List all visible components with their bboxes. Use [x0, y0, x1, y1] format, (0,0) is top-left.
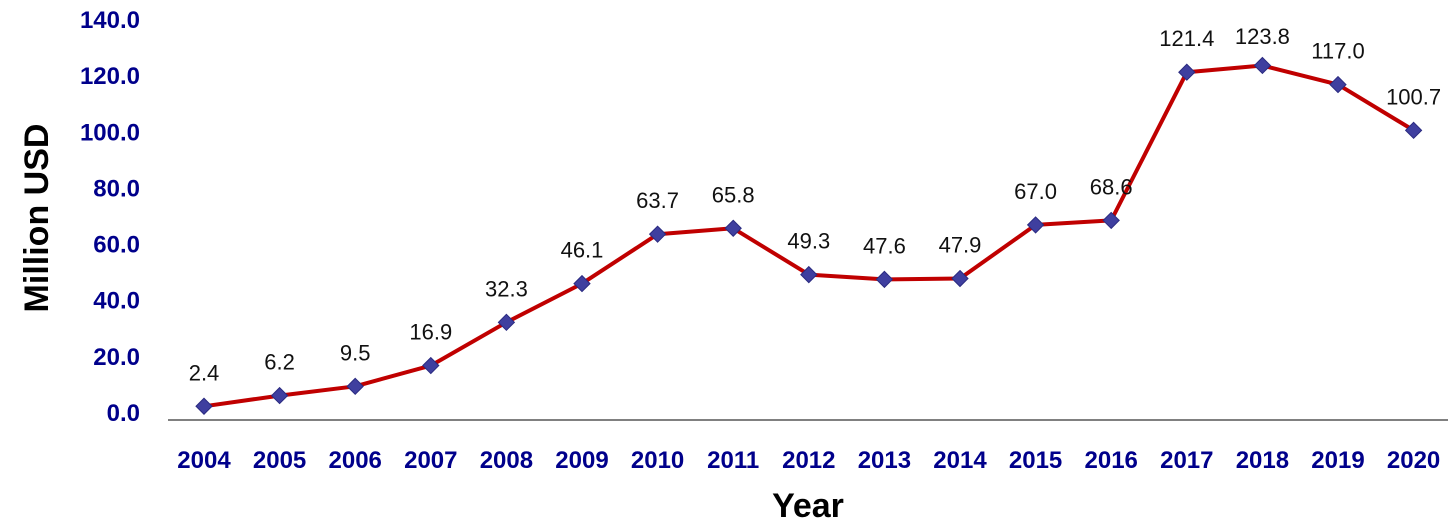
data-label: 32.3	[485, 276, 528, 301]
data-point-marker	[648, 225, 667, 243]
y-axis-title: Million USD	[18, 124, 56, 313]
data-label: 63.7	[636, 188, 679, 213]
data-label: 2.4	[189, 360, 220, 385]
y-tick-label: 100.0	[80, 119, 140, 146]
y-tick-label: 120.0	[80, 63, 140, 90]
data-label: 67.0	[1014, 179, 1057, 204]
series-group	[195, 56, 1423, 415]
data-point-marker	[1026, 216, 1045, 234]
data-label: 6.2	[264, 350, 295, 375]
x-axis-ticks: 2004 2005 2006 2007 2008 2009 2010 2011 2012 2013…	[177, 447, 1440, 474]
y-axis-ticks: 0.0 20.0 40.0 60.0 80.0 100.0 120.0 140.0	[80, 7, 140, 427]
data-point-marker	[1404, 121, 1423, 140]
x-tick-label: 2009	[555, 447, 608, 474]
data-point-marker	[1178, 63, 1196, 81]
x-tick-label: 2011	[707, 447, 759, 474]
data-label: 9.5	[340, 340, 371, 365]
data-label: 65.8	[712, 182, 755, 207]
y-tick-label: 40.0	[93, 288, 140, 315]
x-tick-label: 2019	[1311, 447, 1364, 474]
data-point-marker	[497, 313, 516, 332]
x-tick-label: 2020	[1387, 447, 1440, 474]
data-point-marker	[573, 274, 591, 293]
x-tick-label: 2008	[480, 447, 533, 474]
x-tick-label: 2018	[1236, 447, 1289, 474]
data-label: 100.7	[1386, 84, 1441, 109]
data-point-marker	[951, 269, 969, 288]
x-tick-label: 2012	[782, 447, 835, 474]
data-point-marker	[1253, 56, 1272, 75]
data-label: 68.6	[1090, 174, 1133, 199]
x-tick-label: 2013	[858, 447, 911, 474]
data-point-marker	[346, 377, 364, 396]
data-point-marker	[1329, 75, 1347, 94]
data-label: 123.8	[1235, 24, 1290, 49]
data-label: 121.4	[1159, 26, 1214, 51]
data-label: 49.3	[787, 229, 830, 254]
x-tick-label: 2014	[933, 447, 987, 474]
x-tick-label: 2005	[253, 447, 306, 474]
y-tick-label: 0.0	[107, 400, 140, 427]
data-point-marker	[724, 219, 742, 237]
data-label: 117.0	[1311, 39, 1364, 64]
data-point-marker	[800, 265, 818, 284]
x-tick-label: 2007	[404, 447, 457, 474]
data-point-marker	[270, 386, 289, 405]
data-label: 16.9	[409, 320, 452, 345]
x-tick-label: 2017	[1160, 447, 1213, 474]
y-tick-label: 80.0	[93, 175, 140, 202]
data-point-marker	[875, 270, 894, 289]
data-point-marker	[422, 356, 440, 375]
data-label: 47.9	[939, 233, 982, 258]
y-tick-label: 60.0	[93, 232, 140, 259]
x-tick-label: 2015	[1009, 447, 1062, 474]
y-tick-label: 20.0	[93, 344, 140, 371]
x-tick-label: 2010	[631, 447, 684, 474]
x-tick-label: 2016	[1085, 447, 1138, 474]
data-labels: 2.4 6.2 9.5 16.9 32.3 46.1 63.7 65.8 49.3 47.6 47.…	[189, 24, 1441, 385]
x-tick-label: 2004	[177, 447, 231, 474]
x-tick-label: 2006	[329, 447, 382, 474]
y-tick-label: 140.0	[80, 7, 140, 34]
data-point-marker	[195, 397, 213, 415]
x-axis-title: Year	[772, 487, 844, 525]
data-label: 46.1	[561, 238, 604, 263]
data-label: 47.6	[863, 233, 906, 258]
data-point-marker	[1102, 211, 1120, 230]
